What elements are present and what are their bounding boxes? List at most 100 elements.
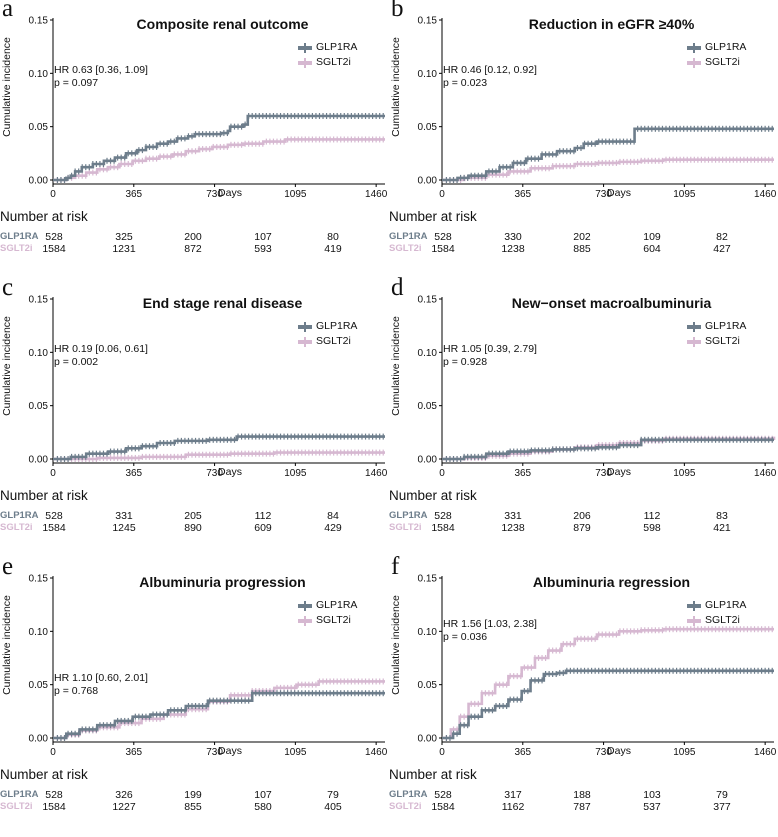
risk-value: 80 — [327, 231, 339, 243]
risk-row-name: SGLT2i — [0, 522, 33, 533]
hr-annotation: HR 1.05 [0.39, 2.79] p = 0.928 — [443, 343, 537, 369]
legend-item-sglt2i: SGLT2i — [298, 55, 357, 70]
risk-value: 429 — [324, 522, 342, 534]
y-tick-label: 0.15 — [29, 295, 49, 306]
legend-label: SGLT2i — [316, 335, 351, 347]
risk-value: 317 — [504, 789, 522, 801]
x-tick-label: 1460 — [365, 189, 388, 200]
x-tick-label: 1095 — [284, 189, 307, 200]
risk-table-title: Number at risk — [389, 767, 477, 782]
y-tick-label: 0.05 — [29, 401, 49, 412]
x-tick-label: 0 — [439, 189, 445, 200]
risk-value: 879 — [573, 522, 591, 534]
chart-title: Albuminuria regression — [532, 574, 691, 590]
risk-row-name: GLP1RA — [389, 231, 428, 242]
risk-value: 872 — [184, 243, 202, 255]
chart-title: Composite renal outcome — [136, 16, 309, 32]
series-line-glp1ra — [53, 691, 385, 740]
y-tick-label: 0.10 — [29, 627, 49, 638]
risk-value: 1245 — [112, 522, 136, 534]
risk-row-glp1ra: GLP1RA 528 330 202 109 82 — [389, 231, 778, 243]
risk-value: 604 — [643, 243, 661, 255]
y-tick-label: 0.05 — [418, 122, 438, 133]
legend-label: GLP1RA — [316, 41, 358, 53]
x-tick-label: 1460 — [754, 747, 777, 758]
y-tick-label: 0.05 — [29, 680, 49, 691]
legend-label: SGLT2i — [705, 56, 740, 68]
y-tick-label: 0.00 — [29, 455, 49, 466]
x-tick-label: 1460 — [754, 468, 777, 479]
legend-swatch — [298, 321, 312, 332]
x-tick-label: 0 — [439, 747, 445, 758]
x-tick-label: 365 — [514, 468, 531, 479]
risk-value: 598 — [643, 522, 661, 534]
chart-title: Reduction in eGFR ≥40% — [528, 16, 695, 32]
legend-swatch — [298, 57, 312, 68]
x-axis-label: Days — [218, 466, 242, 478]
series-line-glp1ra — [442, 669, 774, 740]
risk-row-name: SGLT2i — [0, 243, 33, 254]
panel-letter: b — [391, 0, 404, 22]
legend-item-glp1ra: GLP1RA — [687, 598, 746, 613]
risk-row-glp1ra: GLP1RA 528 331 205 112 84 — [0, 510, 389, 522]
legend-swatch — [687, 57, 701, 68]
hr-annotation: HR 0.63 [0.36, 1.09] p = 0.097 — [54, 64, 148, 90]
risk-value: 199 — [184, 789, 202, 801]
plot-area: 0.00 0.05 0.10 0.15 0 365 730 1095 1460 — [29, 574, 388, 759]
x-tick-label: 0 — [50, 468, 56, 479]
risk-table-title: Number at risk — [389, 209, 477, 224]
legend-swatch — [298, 336, 312, 347]
x-tick-label: 365 — [514, 189, 531, 200]
x-tick-label: 730 — [206, 468, 223, 479]
risk-value: 1162 — [501, 801, 525, 813]
y-tick-label: 0.10 — [418, 69, 438, 80]
series-line-sglt2i — [53, 451, 385, 461]
risk-value: 202 — [573, 231, 591, 243]
risk-row-sglt2i: SGLT2i 1584 1162 787 537 377 — [389, 801, 778, 813]
risk-value: 528 — [434, 231, 452, 243]
x-tick-label: 365 — [125, 747, 142, 758]
y-axis-label: Cumulative incidence — [1, 37, 13, 137]
censor-marks-glp1ra — [56, 113, 384, 183]
censor-marks-sglt2i — [445, 626, 773, 741]
y-axis-label: Cumulative incidence — [390, 37, 402, 137]
y-tick-label: 0.00 — [418, 455, 438, 466]
panel-letter: e — [2, 553, 14, 580]
censor-marks-glp1ra — [445, 125, 773, 183]
y-tick-label: 0.15 — [418, 574, 438, 585]
risk-value: 331 — [115, 510, 133, 522]
risk-row-name: SGLT2i — [389, 522, 422, 533]
risk-value: 330 — [504, 231, 522, 243]
risk-value: 528 — [45, 510, 63, 522]
risk-table-title: Number at risk — [389, 488, 477, 503]
risk-value: 1584 — [431, 243, 455, 255]
risk-value: 537 — [643, 801, 661, 813]
risk-value: 79 — [327, 789, 339, 801]
x-axis-label: Days — [218, 187, 242, 199]
risk-value: 609 — [254, 522, 272, 534]
x-tick-label: 730 — [206, 189, 223, 200]
risk-value: 1231 — [112, 243, 136, 255]
x-tick-label: 1095 — [284, 468, 307, 479]
plot-area: 0.00 0.05 0.10 0.15 0 365 730 1095 1460 — [29, 295, 388, 480]
risk-row-sglt2i: SGLT2i 1584 1231 872 593 419 — [0, 243, 389, 255]
y-tick-label: 0.15 — [29, 574, 49, 585]
y-tick-label: 0.05 — [418, 401, 438, 412]
km-panel-a: 0.00 0.05 0.10 0.15 0 365 730 1095 1460 a Cumula… — [0, 0, 389, 279]
risk-value: 107 — [254, 789, 272, 801]
legend-swatch — [298, 615, 312, 626]
risk-value: 200 — [184, 231, 202, 243]
hr-text: HR 1.56 [1.03, 2.38] — [443, 618, 537, 630]
p-value-text: p = 0.768 — [54, 685, 99, 697]
plot-area: 0.00 0.05 0.10 0.15 0 365 730 1095 1460 — [418, 16, 777, 201]
y-axis-label: Cumulative incidence — [390, 316, 402, 416]
risk-row-name: GLP1RA — [0, 789, 39, 800]
risk-table-title: Number at risk — [0, 488, 88, 503]
risk-row-glp1ra: GLP1RA 528 326 199 107 79 — [0, 789, 389, 801]
risk-row-sglt2i: SGLT2i 1584 1245 890 609 429 — [0, 522, 389, 534]
legend-label: GLP1RA — [316, 599, 358, 611]
censor-marks-glp1ra — [445, 667, 773, 741]
hr-annotation: HR 1.10 [0.60, 2.01] p = 0.768 — [54, 672, 148, 698]
x-tick-label: 730 — [595, 468, 612, 479]
risk-value: 405 — [324, 801, 342, 813]
